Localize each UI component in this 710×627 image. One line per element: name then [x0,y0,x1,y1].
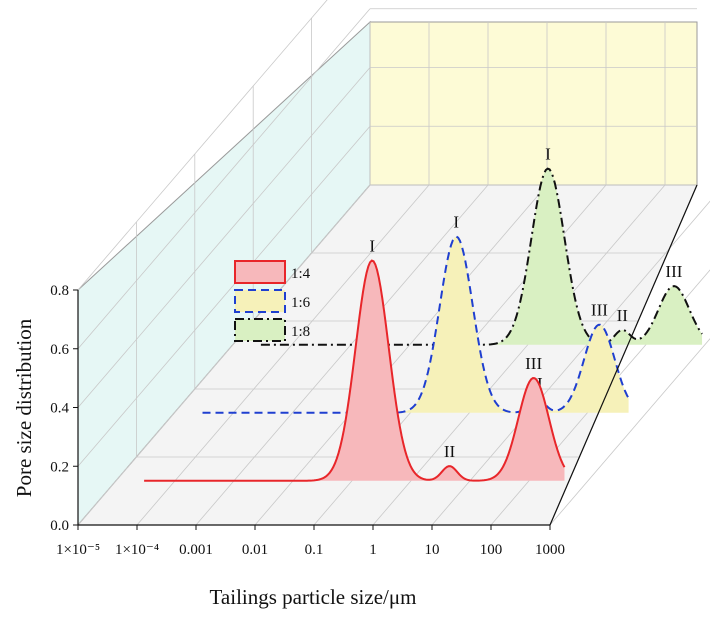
peak-label: I [369,236,375,255]
peak-label: II [617,306,629,325]
y-ticks: 0.0 0.2 0.4 0.6 0.8 [50,283,78,534]
floor-grid-line [195,184,489,526]
wall-grid-line [77,184,371,526]
peak-label: I [453,213,459,232]
depth-axis-line [549,184,698,526]
x-tick-label: 100 [480,542,503,558]
peak-label: I [545,145,551,164]
y-axis-title: Pore size distribution [12,318,36,497]
wall-grid-line [77,8,371,350]
x-tick-label: 1 [369,542,377,558]
legend-swatch [234,260,286,284]
peak-label: III [665,262,682,281]
peak-label: III [525,354,542,373]
floor-grid-line [549,338,710,526]
legend-swatch [234,289,286,313]
y-tick-label: 0.4 [50,401,69,417]
back-wall [369,21,698,186]
y-tick-label: 0.8 [50,283,69,299]
legend-swatch [234,318,286,342]
floor-grid-line [136,184,430,526]
series-line [202,235,630,414]
x-tick-label: 1×10⁻⁵ [56,542,100,558]
series-line [144,259,566,482]
y-tick-label: 0.2 [50,459,69,475]
legend: 1:4 1:6 1:8 [234,260,311,342]
x-tick-label: 0.01 [242,542,268,558]
x-tick-label: 1×10⁻⁴ [115,542,159,558]
floor-grid-line [431,200,710,526]
legend-label: 1:6 [291,295,311,311]
peak-label: II [444,442,456,461]
series-area [260,168,703,345]
peak-label: III [591,301,608,320]
y-tick-label: 0.6 [50,342,69,358]
x-tick-label: 0.1 [305,542,324,558]
series-area [202,236,629,413]
y-tick-label: 0.0 [50,518,69,534]
wall-grid-line [77,0,328,291]
x-axis-title: Tailings particle size/μm [210,585,417,609]
floor-grid-line [254,184,548,526]
x-ticks: 1×10⁻⁵ 1×10⁻⁴ 0.001 0.01 0.1 1 10 100 1000 [56,525,565,558]
wall-grid-line [77,67,371,408]
series-area [144,260,565,481]
floor-grid-line [372,184,666,526]
series-group: IIIIIIIIIIIIIIIIII [144,145,703,482]
x-tick-label: 10 [425,542,440,558]
x-tick-label: 0.001 [179,542,213,558]
x-tick-label: 1000 [535,542,565,558]
legend-label: 1:8 [291,324,310,340]
wall-grid-line [77,125,371,467]
legend-label: 1:4 [291,266,311,282]
